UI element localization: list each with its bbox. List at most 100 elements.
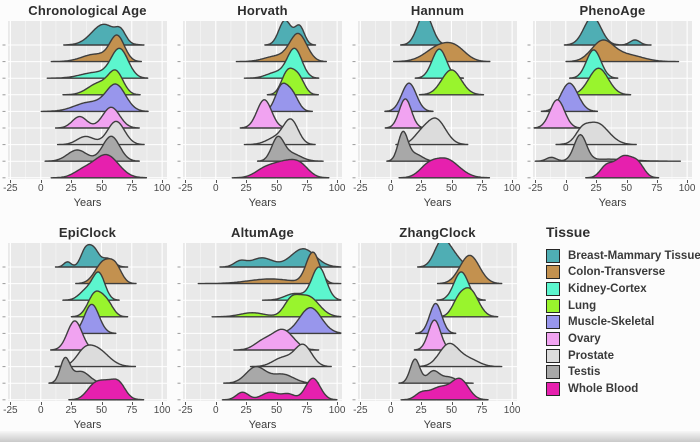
x-tick-mark	[40, 180, 42, 183]
x-tick-label: 0	[563, 183, 569, 194]
x-tick-mark	[276, 402, 278, 405]
legend-swatch	[546, 265, 560, 280]
legend-items: Breast-Mammary Tissue Colon-Transverse Kid…	[546, 248, 700, 397]
x-tick-label: 50	[445, 405, 458, 416]
x-axis: -25 0 25 50 75 100	[350, 402, 525, 417]
legend-label: Ovary	[568, 333, 601, 346]
x-axis-title: Years	[73, 419, 102, 431]
x-tick-label: -25	[528, 183, 543, 194]
x-axis-title: Years	[73, 197, 102, 209]
legend-item-ovary: Ovary	[546, 332, 696, 347]
panel-hannum: Hannum -25 0 25 50 75 100 Years	[350, 0, 525, 216]
legend-item-lung: Lung	[546, 298, 696, 313]
ridge-muscle-skeletal	[40, 83, 149, 113]
ridge-kidney-cortex	[569, 49, 619, 79]
x-tick-mark	[276, 180, 278, 183]
x-tick-mark	[306, 402, 308, 405]
x-tick-label: 100	[503, 405, 521, 416]
x-tick-mark	[101, 402, 103, 405]
panel-horvath: Horvath -25 0 25 50 75 100 Years	[175, 0, 350, 216]
panel-plot-area	[352, 243, 517, 401]
legend-item-prostate: Prostate	[546, 348, 696, 363]
ridge-prostate	[416, 342, 503, 368]
panel-title: Hannum	[410, 3, 465, 18]
x-tick-mark	[337, 402, 339, 405]
ridge-whole-blood	[585, 154, 660, 179]
ridge-prostate	[56, 120, 145, 146]
x-tick-label: -25	[178, 405, 193, 416]
x-tick-mark	[10, 402, 12, 405]
x-tick-label: -25	[353, 183, 368, 194]
x-tick-mark	[626, 180, 628, 183]
x-tick-label: 50	[95, 405, 108, 416]
x-tick-label: 75	[301, 405, 313, 416]
ridge-prostate	[249, 343, 332, 368]
tissue-legend: Tissue Breast-Mammary Tissue Colon-Transv…	[546, 224, 700, 399]
ridge-ovary	[384, 98, 427, 129]
panel-title: ZhangClock	[399, 225, 476, 240]
ridge-breast-mammary-tissue	[563, 21, 652, 46]
legend-title: Tissue	[546, 224, 591, 240]
legend-item-colon-transverse: Colon-Transverse	[546, 265, 696, 280]
panel-title: PhenoAge	[579, 3, 646, 18]
x-tick-label: 50	[620, 183, 633, 194]
x-tick-mark	[421, 402, 423, 405]
x-tick-label: 100	[678, 183, 696, 194]
x-tick-mark	[687, 180, 689, 183]
ridge-whole-blood	[400, 377, 489, 401]
panel-title: EpiClock	[58, 225, 117, 240]
x-axis-title: Years	[248, 197, 277, 209]
panel-phenoage: PhenoAge -25 0 25 50 75 100 Years	[525, 0, 700, 216]
legend-swatch	[546, 348, 560, 363]
x-axis: -25 0 25 50 75 100	[0, 180, 175, 195]
x-tick-mark	[71, 402, 73, 405]
x-tick-mark	[390, 180, 392, 183]
legend-label: Testis	[568, 366, 601, 379]
legend-label: Whole Blood	[568, 383, 639, 396]
x-tick-mark	[10, 180, 12, 183]
ridge-colon-transverse	[235, 32, 327, 63]
legend-swatch	[546, 382, 560, 397]
panel-row-top: Chronological Age -25 0 25 50 75 100 Years Horva…	[0, 0, 700, 216]
x-tick-mark	[512, 402, 514, 405]
ridge-testis	[256, 135, 324, 162]
ridge-ovary	[239, 99, 290, 129]
panel-plot-area	[177, 21, 342, 179]
ridge-colon-transverse	[75, 258, 137, 285]
x-tick-label: 0	[38, 405, 44, 416]
ridge-lung	[70, 290, 129, 318]
ridge-colon-transverse	[197, 251, 342, 285]
legend-label: Breast-Mammary Tissue	[568, 249, 700, 262]
legend-swatch	[546, 248, 560, 263]
ridge-whole-blood	[398, 157, 491, 179]
x-tick-label: 0	[213, 183, 219, 194]
legend-label: Colon-Transverse	[568, 266, 666, 279]
legend-swatch	[546, 365, 560, 380]
x-tick-label: 25	[240, 183, 252, 194]
x-tick-mark	[451, 402, 453, 405]
x-tick-label: 25	[65, 183, 77, 194]
x-tick-mark	[535, 180, 537, 183]
x-tick-mark	[421, 180, 423, 183]
x-tick-label: 100	[153, 183, 171, 194]
x-tick-mark	[596, 180, 598, 183]
ridge-kidney-cortex	[243, 47, 320, 79]
panel-epiclock: EpiClock -25 0 25 50 75 100 Years	[0, 222, 175, 438]
x-tick-mark	[656, 180, 658, 183]
ridge-whole-blood	[221, 377, 338, 401]
legend-item-whole-blood: Whole Blood	[546, 382, 696, 397]
ridge-prostate	[243, 118, 316, 146]
x-axis: -25 0 25 50 75 100	[350, 180, 525, 195]
x-axis-title: Years	[248, 419, 277, 431]
x-tick-mark	[162, 180, 164, 183]
x-tick-mark	[246, 180, 248, 183]
panel-title: AltumAge	[231, 225, 294, 240]
x-tick-label: 25	[590, 183, 602, 194]
x-axis: -25 0 25 50 75 100	[0, 402, 175, 417]
x-tick-mark	[565, 180, 567, 183]
ridge-testis	[223, 365, 320, 384]
legend-label: Muscle-Skeletal	[568, 316, 655, 329]
x-tick-label: 75	[476, 183, 488, 194]
panel-row-bottom: EpiClock -25 0 25 50 75 100 Years AltumAge -25 0 25…	[0, 222, 700, 438]
